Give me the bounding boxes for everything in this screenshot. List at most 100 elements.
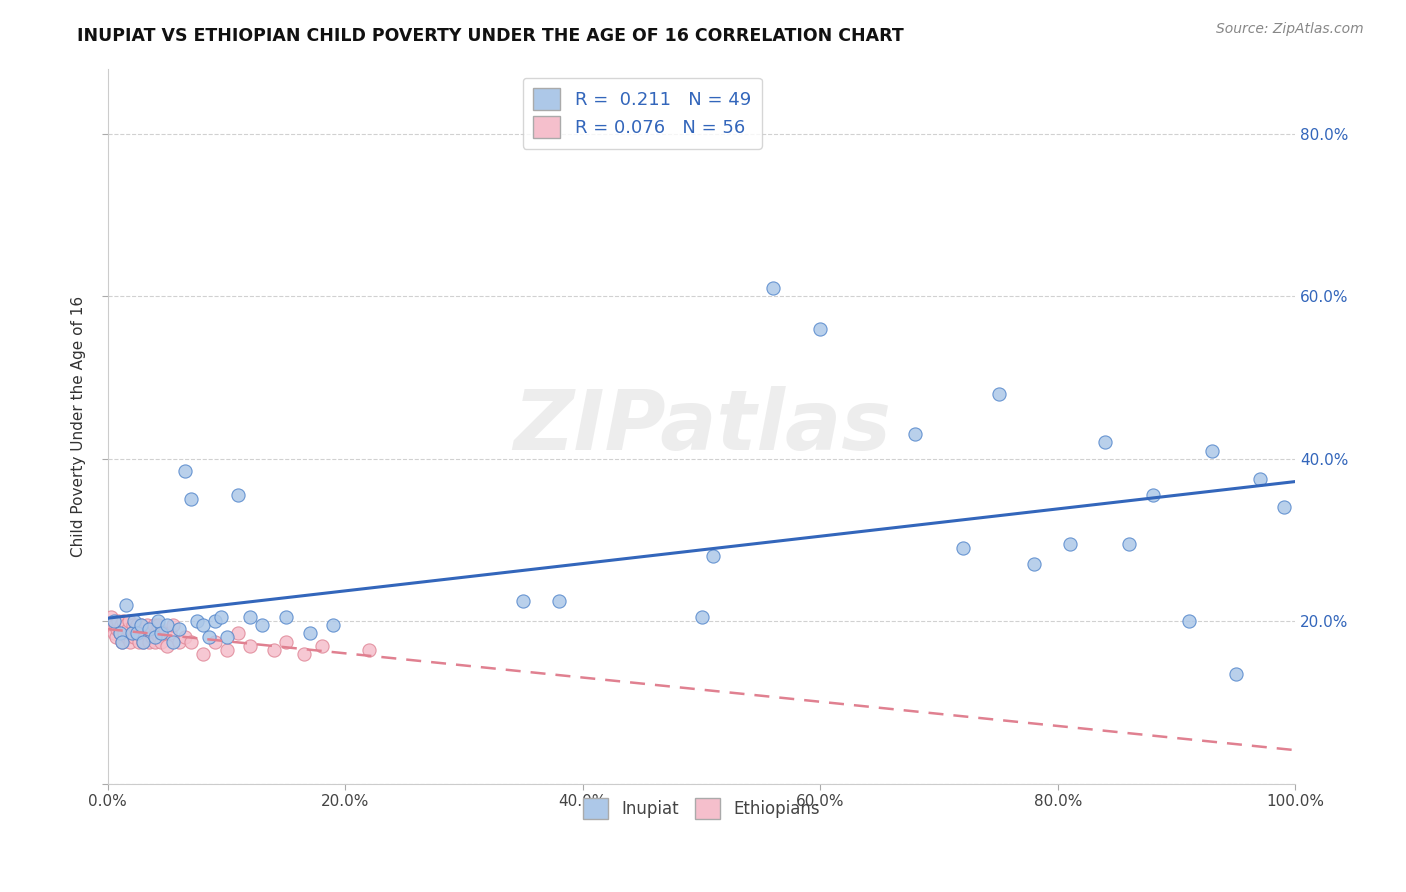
Point <box>1024 558 1046 572</box>
Point <box>357 642 380 657</box>
Point <box>197 631 219 645</box>
Point <box>100 610 122 624</box>
Point <box>174 464 197 478</box>
Point <box>103 614 125 628</box>
Point <box>191 647 214 661</box>
Point <box>138 623 160 637</box>
Point <box>204 634 226 648</box>
Point <box>162 634 184 648</box>
Point <box>121 626 143 640</box>
Text: ZIPatlas: ZIPatlas <box>513 385 890 467</box>
Point <box>114 598 136 612</box>
Point <box>204 614 226 628</box>
Point <box>150 634 173 648</box>
Point <box>1272 500 1295 515</box>
Point <box>108 626 131 640</box>
Point <box>162 618 184 632</box>
Point <box>138 634 160 648</box>
Legend: Inupiat, Ethiopians: Inupiat, Ethiopians <box>576 792 827 825</box>
Point <box>1225 667 1247 681</box>
Point <box>115 631 138 645</box>
Point <box>141 631 163 645</box>
Point <box>135 626 157 640</box>
Point <box>117 623 139 637</box>
Point <box>110 618 132 632</box>
Point <box>105 631 128 645</box>
Point <box>122 614 145 628</box>
Point <box>98 618 121 632</box>
Point <box>114 618 136 632</box>
Point <box>167 623 190 637</box>
Point <box>132 634 155 648</box>
Point <box>104 618 127 632</box>
Point <box>191 618 214 632</box>
Point <box>148 631 170 645</box>
Point <box>134 623 156 637</box>
Point <box>298 626 321 640</box>
Point <box>132 634 155 648</box>
Point <box>103 626 125 640</box>
Point <box>121 618 143 632</box>
Point <box>146 614 169 628</box>
Text: INUPIAT VS ETHIOPIAN CHILD POVERTY UNDER THE AGE OF 16 CORRELATION CHART: INUPIAT VS ETHIOPIAN CHILD POVERTY UNDER… <box>77 27 904 45</box>
Point <box>904 427 927 442</box>
Point <box>127 626 149 640</box>
Point <box>702 549 724 564</box>
Point <box>239 610 262 624</box>
Point <box>987 386 1010 401</box>
Point <box>108 626 131 640</box>
Point <box>129 618 152 632</box>
Point <box>112 614 135 628</box>
Point <box>548 594 571 608</box>
Point <box>512 594 534 608</box>
Point <box>111 634 134 648</box>
Y-axis label: Child Poverty Under the Age of 16: Child Poverty Under the Age of 16 <box>72 295 86 557</box>
Point <box>228 626 250 640</box>
Point <box>292 647 315 661</box>
Point <box>1094 435 1116 450</box>
Point <box>139 626 162 640</box>
Point <box>952 541 974 555</box>
Point <box>274 610 297 624</box>
Point <box>1118 537 1140 551</box>
Point <box>311 639 333 653</box>
Text: Source: ZipAtlas.com: Source: ZipAtlas.com <box>1216 22 1364 37</box>
Point <box>1142 488 1164 502</box>
Point <box>125 626 148 640</box>
Point <box>690 610 713 624</box>
Point <box>167 634 190 648</box>
Point <box>121 626 143 640</box>
Point <box>1249 472 1271 486</box>
Point <box>174 631 197 645</box>
Point <box>128 626 150 640</box>
Point <box>250 618 273 632</box>
Point <box>159 626 181 640</box>
Point <box>145 626 167 640</box>
Point <box>209 610 232 624</box>
Point <box>263 642 285 657</box>
Point <box>118 614 141 628</box>
Point <box>152 626 174 640</box>
Point <box>136 618 159 632</box>
Point <box>124 623 146 637</box>
Point <box>180 634 202 648</box>
Point <box>112 626 135 640</box>
Point <box>143 634 166 648</box>
Point <box>120 634 142 648</box>
Point <box>107 614 129 628</box>
Point <box>322 618 344 632</box>
Point <box>239 639 262 653</box>
Point <box>808 321 831 335</box>
Point <box>1201 443 1223 458</box>
Point <box>274 634 297 648</box>
Point <box>111 634 134 648</box>
Point <box>150 626 173 640</box>
Point <box>215 642 238 657</box>
Point <box>762 281 785 295</box>
Point <box>1177 614 1199 628</box>
Point <box>186 614 208 628</box>
Point <box>156 618 179 632</box>
Point <box>128 634 150 648</box>
Point <box>228 488 250 502</box>
Point <box>129 618 152 632</box>
